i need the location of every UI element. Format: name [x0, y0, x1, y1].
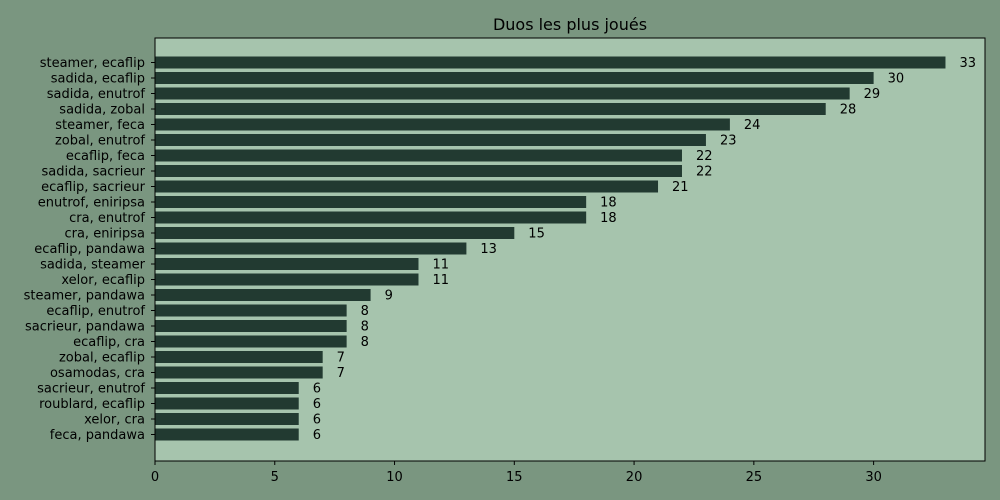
y-tick-label: sadida, steamer [40, 258, 146, 273]
y-tick-label: zobal, ecaflip [59, 351, 145, 366]
bar-value-label: 15 [528, 227, 545, 242]
y-tick-label: sadida, ecaflip [51, 72, 145, 87]
y-tick-label: zobal, enutrof [55, 134, 145, 149]
bar-value-label: 6 [313, 413, 321, 428]
y-tick-label: cra, enutrof [69, 211, 145, 226]
bar-value-label: 11 [432, 273, 449, 288]
bar [155, 304, 347, 317]
x-tick-label: 20 [626, 470, 643, 485]
bar [155, 165, 682, 177]
bar [155, 134, 706, 146]
bar-value-label: 23 [720, 134, 737, 149]
chart-title: Duos les plus joués [493, 15, 647, 34]
y-tick-label: enutrof, eniripsa [38, 196, 145, 211]
y-tick-label: steamer, ecaflip [40, 56, 145, 71]
y-tick-label: xelor, ecaflip [61, 273, 145, 288]
x-tick-label: 0 [151, 470, 159, 485]
bar-value-label: 29 [864, 87, 881, 102]
x-tick-label: 10 [386, 470, 403, 485]
bar-value-label: 7 [337, 366, 345, 381]
bar-value-label: 22 [696, 165, 713, 180]
bar [155, 258, 419, 270]
bar-value-label: 8 [361, 304, 369, 319]
bar [155, 149, 682, 162]
y-tick-label: ecaflip, enutrof [46, 304, 145, 319]
bar [155, 227, 515, 239]
bar-value-label: 22 [696, 149, 713, 164]
bar-value-label: 8 [361, 320, 369, 335]
bar-value-label: 11 [432, 258, 449, 273]
bar-value-label: 18 [600, 211, 617, 226]
x-tick-label: 30 [865, 470, 882, 485]
y-tick-label: sadida, zobal [59, 103, 145, 118]
bar [155, 211, 587, 224]
bar [155, 56, 946, 69]
y-tick-label: steamer, pandawa [24, 289, 145, 304]
bar-value-label: 21 [672, 180, 689, 195]
y-tick-label: xelor, cra [84, 413, 145, 428]
y-tick-label: ecaflip, sacrieur [41, 180, 146, 195]
bar [155, 180, 659, 193]
bar [155, 118, 730, 131]
bar-value-label: 33 [959, 56, 976, 71]
y-tick-label: steamer, feca [55, 118, 145, 133]
bar-value-label: 6 [313, 397, 321, 412]
y-tick-label: osamodas, cra [50, 366, 145, 381]
y-tick-label: cra, eniripsa [64, 227, 145, 242]
y-tick-label: feca, pandawa [50, 428, 145, 443]
bar-value-label: 9 [385, 289, 393, 304]
x-tick-label: 25 [746, 470, 763, 485]
bar [155, 242, 467, 255]
y-tick-label: ecaflip, pandawa [34, 242, 145, 257]
bar [155, 72, 874, 84]
bar [155, 273, 419, 286]
bar-value-label: 18 [600, 196, 617, 211]
bar [155, 397, 299, 410]
bar-value-label: 24 [744, 118, 761, 133]
y-tick-label: sadida, enutrof [47, 87, 146, 102]
y-tick-label: roublard, ecaflip [39, 397, 145, 412]
bar-value-label: 28 [840, 103, 857, 118]
bar-value-label: 7 [337, 351, 345, 366]
y-tick-label: sadida, sacrieur [41, 165, 145, 180]
bar [155, 196, 587, 208]
bar-value-label: 30 [888, 72, 905, 87]
y-tick-label: sacrieur, pandawa [25, 320, 145, 335]
bar [155, 351, 323, 363]
bar [155, 366, 323, 379]
y-tick-label: sacrieur, enutrof [37, 382, 145, 397]
bar [155, 382, 299, 394]
bar [155, 87, 850, 100]
y-tick-label: ecaflip, feca [66, 149, 145, 164]
bar-value-label: 13 [480, 242, 497, 257]
bar [155, 335, 347, 348]
bar [155, 320, 347, 332]
y-tick-label: ecaflip, cra [73, 335, 145, 350]
bar-value-label: 8 [361, 335, 369, 350]
bar [155, 413, 299, 425]
bar [155, 428, 299, 441]
x-tick-label: 5 [271, 470, 279, 485]
bar-value-label: 6 [313, 428, 321, 443]
x-tick-label: 15 [506, 470, 523, 485]
bar [155, 103, 826, 115]
plot-frame [154, 37, 986, 462]
bar [155, 289, 371, 301]
bar-value-label: 6 [313, 382, 321, 397]
